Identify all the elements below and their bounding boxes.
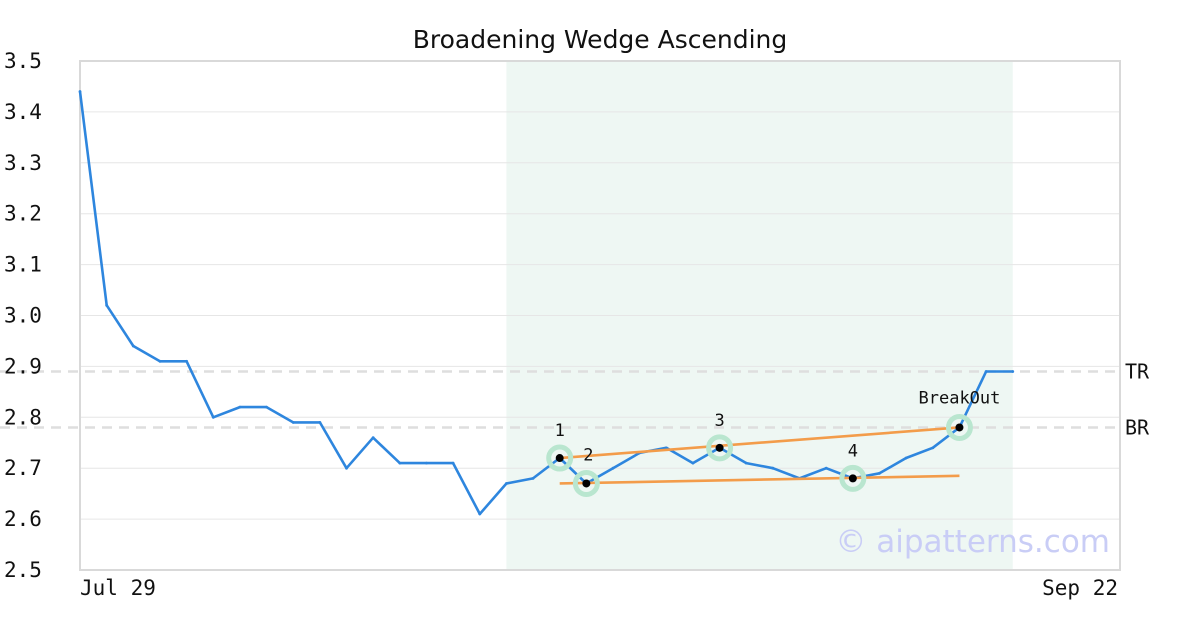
point-halo-1 (546, 444, 574, 472)
point-marker-4 (848, 474, 857, 483)
point-halo-2 (572, 469, 600, 497)
y-tick-label: 2.7 (4, 456, 42, 480)
y-tick-label: 3.1 (4, 253, 42, 277)
series-point (984, 370, 988, 373)
series-point (345, 466, 348, 470)
series-point (505, 482, 508, 485)
series-point (878, 471, 881, 475)
series-point (931, 446, 935, 450)
series-point (371, 436, 375, 440)
point-label-1: 1 (555, 421, 565, 441)
trendlines (559, 426, 960, 485)
point-label-2: 2 (583, 445, 593, 465)
x-tick-label-start: Jul 29 (80, 576, 156, 600)
y-tick-label: 3.2 (4, 202, 42, 226)
series-point (185, 359, 189, 363)
level-lines: TR BR (0, 359, 1150, 439)
series-point (425, 461, 428, 465)
chart-title: Broadening Wedge Ascending (413, 25, 788, 54)
series-point (158, 359, 162, 363)
y-tick-label: 3.4 (4, 100, 42, 124)
series-point (451, 461, 455, 465)
lower-trendline (559, 474, 960, 485)
series-point (744, 461, 748, 465)
y-tick-label: 3.5 (4, 49, 42, 73)
series-point (611, 466, 615, 470)
series-point (478, 512, 482, 516)
series-point (105, 303, 109, 307)
x-tick-label-end: Sep 22 (1042, 576, 1118, 600)
series-point (904, 456, 908, 460)
point-marker-1 (555, 454, 564, 463)
series-point (291, 420, 295, 424)
series-point (824, 466, 828, 470)
point-label-breakout: BreakOut (919, 388, 1001, 408)
series-point (211, 415, 215, 419)
y-tick-label: 3.0 (4, 304, 42, 328)
series-point (691, 461, 695, 465)
point-marker-breakout (955, 423, 964, 432)
y-tick-label: 2.6 (4, 507, 42, 531)
level-label-br: BR (1125, 415, 1150, 439)
point-label-4: 4 (848, 441, 858, 461)
series-point (398, 461, 402, 465)
y-tick-label: 2.5 (4, 558, 42, 582)
plot-frame (79, 60, 1121, 571)
y-tick-label: 2.8 (4, 405, 42, 429)
series-point (771, 466, 775, 470)
y-axis-ticks: 3.5 3.4 3.3 3.2 3.1 3.0 2.9 2.8 2.7 2.6 2.5 (4, 49, 42, 582)
point-marker-2 (582, 479, 591, 488)
pattern-points: 12 3 4 BreakOut (546, 388, 1001, 497)
point-halo-breakout (945, 413, 973, 441)
series-point (318, 420, 322, 424)
series-point (238, 405, 242, 409)
series-point (265, 405, 268, 409)
point-halo-3 (706, 434, 734, 462)
point-label-3: 3 (714, 411, 724, 431)
upper-trendline (559, 426, 960, 460)
series-point (531, 476, 535, 480)
point-marker-3 (715, 443, 724, 452)
series-point (131, 344, 135, 348)
y-tick-label: 2.9 (4, 354, 42, 378)
watermark: © aipatterns.com (835, 524, 1110, 560)
series-point (78, 90, 82, 93)
series-point (1011, 370, 1015, 373)
y-tick-label: 3.3 (4, 151, 42, 175)
point-halo-4 (839, 464, 867, 492)
level-label-tr: TR (1125, 359, 1150, 383)
